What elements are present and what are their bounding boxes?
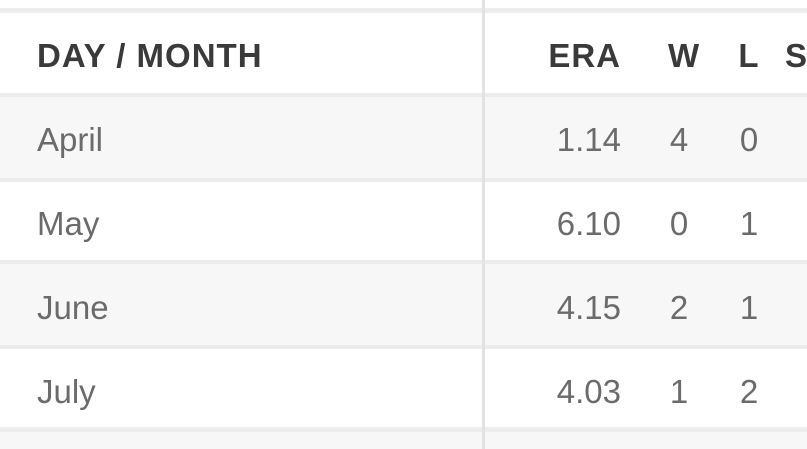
table-row-partial-top — [0, 0, 807, 8]
row-losses-value: 1 — [739, 289, 759, 326]
table-header-row: DAY / MONTH ERA W L S — [0, 13, 807, 93]
table-row-partial-bottom — [0, 432, 807, 449]
row-wins-value: 2 — [669, 289, 689, 326]
row-month-label: June — [37, 289, 109, 326]
row-era-value: 1.14 — [556, 121, 621, 158]
row-era-value: 4.03 — [556, 373, 621, 410]
column-header-s[interactable]: S — [785, 37, 807, 74]
row-month-label: May — [37, 205, 100, 242]
row-era-value: 4.15 — [556, 289, 621, 326]
column-divider — [482, 0, 485, 449]
column-header-l[interactable]: L — [738, 37, 760, 74]
table-row[interactable]: May 6.10 0 1 — [0, 182, 807, 260]
row-wins-value: 0 — [669, 205, 689, 242]
column-header-era[interactable]: ERA — [548, 37, 621, 74]
row-era-value: 6.10 — [556, 205, 621, 242]
column-header-day-month[interactable]: DAY / MONTH — [37, 37, 263, 74]
table-row[interactable]: June 4.15 2 1 — [0, 264, 807, 345]
row-losses-value: 1 — [739, 205, 759, 242]
row-losses-value: 0 — [739, 121, 759, 158]
row-month-label: July — [37, 373, 96, 410]
column-header-w[interactable]: W — [668, 37, 701, 74]
row-losses-value: 2 — [739, 373, 759, 410]
row-wins-value: 4 — [669, 121, 689, 158]
row-wins-value: 1 — [669, 373, 689, 410]
table-row[interactable]: July 4.03 1 2 — [0, 349, 807, 427]
row-month-label: April — [37, 121, 104, 158]
table-row[interactable]: April 1.14 4 0 — [0, 97, 807, 178]
